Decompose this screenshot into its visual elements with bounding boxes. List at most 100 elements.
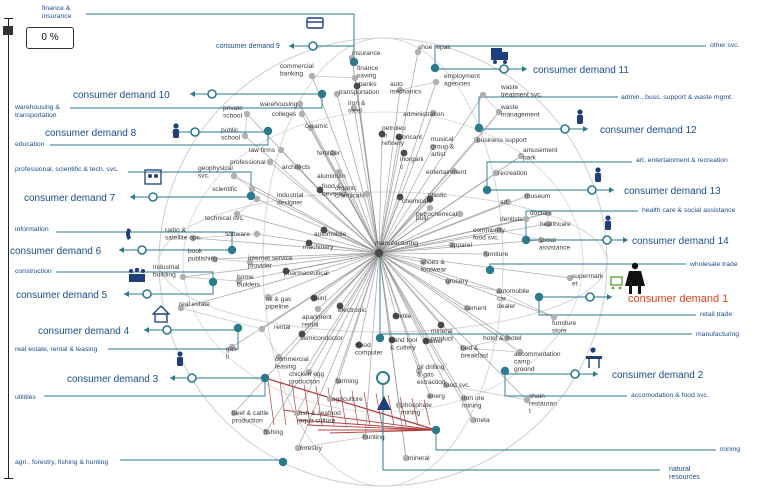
industry-node[interactable]: [459, 344, 467, 352]
industry-node[interactable]: [210, 255, 218, 263]
industry-node[interactable]: [437, 321, 445, 329]
industry-node[interactable]: [179, 273, 187, 281]
industry-node[interactable]: [326, 395, 334, 403]
demand-node[interactable]: [560, 124, 570, 134]
demand-node[interactable]: [137, 245, 147, 255]
sector-hub-node[interactable]: [349, 57, 359, 67]
industry-node[interactable]: [266, 158, 274, 166]
industry-node[interactable]: [444, 277, 452, 285]
demand-node[interactable]: [162, 325, 172, 335]
industry-node[interactable]: [294, 163, 302, 171]
demand-node[interactable]: [587, 185, 597, 195]
industry-node[interactable]: [429, 143, 437, 151]
industry-node[interactable]: [333, 90, 341, 98]
industry-node[interactable]: [456, 210, 464, 218]
industry-node[interactable]: [392, 312, 400, 320]
industry-node[interactable]: [336, 302, 344, 310]
industry-node[interactable]: [504, 198, 512, 206]
industry-node[interactable]: [334, 377, 342, 385]
industry-node[interactable]: [296, 100, 304, 108]
industry-node[interactable]: [544, 220, 552, 228]
demand-node[interactable]: [207, 89, 217, 99]
industry-node[interactable]: [253, 230, 261, 238]
industry-node[interactable]: [395, 133, 403, 141]
industry-node[interactable]: [293, 409, 301, 417]
industry-node[interactable]: [516, 348, 524, 356]
industry-node[interactable]: [419, 258, 427, 266]
industry-node[interactable]: [253, 195, 261, 203]
demand-node[interactable]: [585, 292, 595, 302]
industry-node[interactable]: [429, 109, 437, 117]
industry-node[interactable]: [414, 48, 422, 56]
sector-hub-node[interactable]: [534, 292, 544, 302]
industry-node[interactable]: [305, 368, 313, 376]
industry-node[interactable]: [350, 104, 358, 112]
industry-node[interactable]: [426, 204, 434, 212]
industry-node[interactable]: [396, 193, 404, 201]
industry-node[interactable]: [282, 267, 290, 275]
sector-hub-node[interactable]: [317, 89, 327, 99]
industry-node[interactable]: [363, 190, 371, 198]
industry-node[interactable]: [523, 192, 531, 200]
industry-node[interactable]: [395, 401, 403, 409]
industry-node[interactable]: [450, 167, 458, 175]
industry-node[interactable]: [523, 396, 531, 404]
industry-node[interactable]: [298, 330, 306, 338]
industry-node[interactable]: [415, 367, 423, 375]
industry-node[interactable]: [351, 74, 359, 82]
demand-node[interactable]: [499, 64, 509, 74]
sector-hub-node[interactable]: [430, 63, 440, 73]
industry-node[interactable]: [294, 444, 302, 452]
manufacturing-hub-node[interactable]: [374, 248, 384, 258]
sector-hub-node[interactable]: [485, 265, 495, 275]
industry-node[interactable]: [463, 304, 471, 312]
industry-node[interactable]: [396, 86, 404, 94]
industry-node[interactable]: [335, 168, 343, 176]
industry-node[interactable]: [460, 394, 468, 402]
industry-node[interactable]: [264, 293, 272, 301]
industry-node[interactable]: [233, 210, 241, 218]
demand-node[interactable]: [190, 127, 200, 137]
industry-node[interactable]: [495, 108, 503, 116]
industry-node[interactable]: [316, 186, 324, 194]
industry-node[interactable]: [517, 152, 525, 160]
industry-node[interactable]: [228, 343, 236, 351]
industry-node[interactable]: [402, 454, 410, 462]
industry-node[interactable]: [275, 353, 283, 361]
industry-node[interactable]: [305, 239, 313, 247]
industry-node[interactable]: [566, 274, 574, 282]
sector-hub-node[interactable]: [208, 277, 218, 287]
industry-node[interactable]: [422, 337, 430, 345]
industry-node[interactable]: [479, 91, 487, 99]
sector-hub-node[interactable]: [375, 333, 385, 343]
sector-hub-node[interactable]: [278, 457, 288, 467]
industry-node[interactable]: [495, 287, 503, 295]
industry-node[interactable]: [473, 136, 481, 144]
industry-node[interactable]: [353, 82, 361, 90]
industry-node[interactable]: [308, 72, 316, 80]
sector-hub-node[interactable]: [500, 366, 510, 376]
industry-node[interactable]: [537, 236, 545, 244]
industry-node[interactable]: [248, 185, 256, 193]
sector-hub-node[interactable]: [482, 185, 492, 195]
demand-node[interactable]: [602, 235, 612, 245]
demand-node[interactable]: [308, 41, 318, 51]
industry-node[interactable]: [361, 433, 369, 441]
industry-node[interactable]: [329, 149, 337, 157]
industry-node[interactable]: [310, 294, 318, 302]
industry-node[interactable]: [495, 226, 503, 234]
industry-node[interactable]: [314, 305, 322, 313]
demand-node[interactable]: [148, 192, 158, 202]
industry-node[interactable]: [320, 226, 328, 234]
demand-node[interactable]: [187, 373, 197, 383]
industry-node[interactable]: [262, 428, 270, 436]
industry-node[interactable]: [378, 130, 386, 138]
industry-node[interactable]: [482, 250, 490, 258]
industry-node[interactable]: [189, 234, 197, 242]
industry-node[interactable]: [298, 110, 306, 118]
demand-node[interactable]: [142, 289, 152, 299]
time-slider-track[interactable]: [8, 18, 9, 478]
industry-node[interactable]: [230, 172, 238, 180]
industry-node[interactable]: [492, 169, 500, 177]
sector-hub-node[interactable]: [474, 123, 484, 133]
